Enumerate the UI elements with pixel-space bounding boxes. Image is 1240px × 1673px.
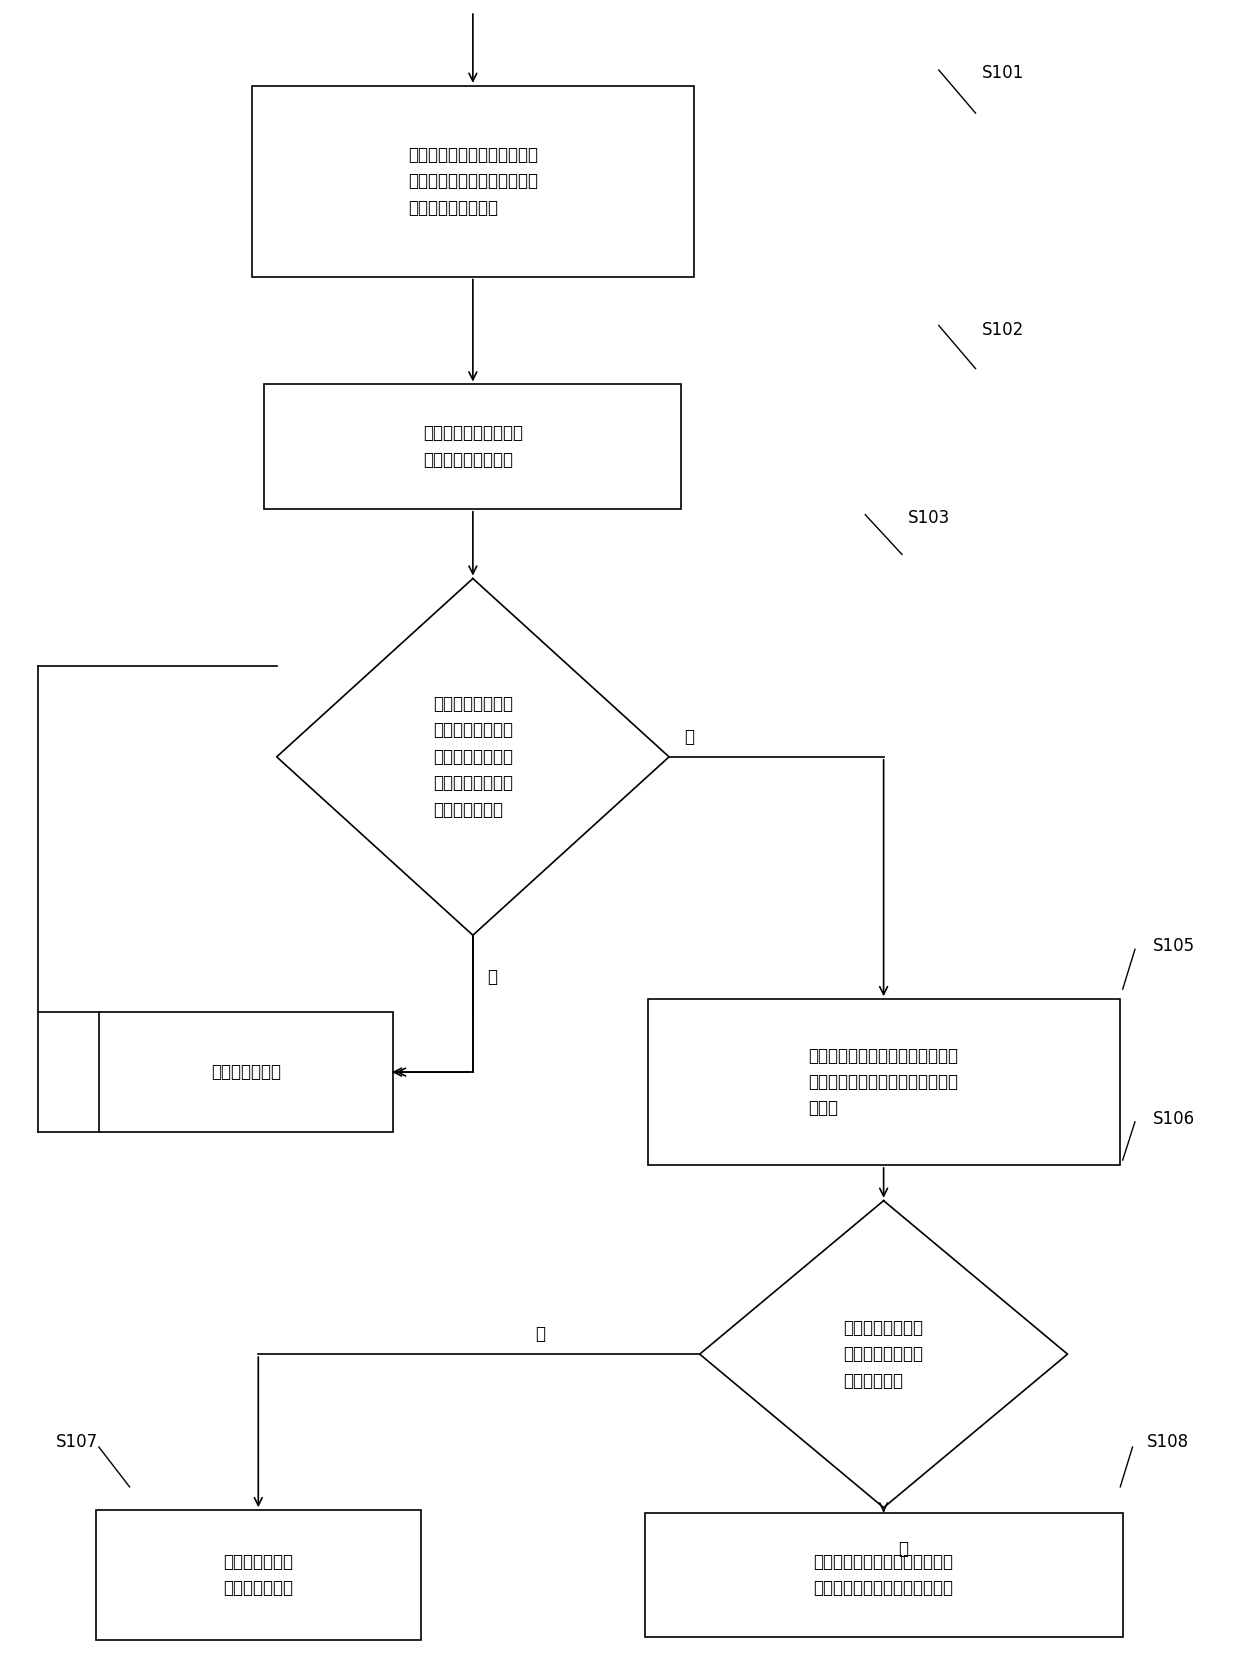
Text: S106: S106 — [1153, 1109, 1195, 1128]
Text: 当前实测直流电流
值小于所述最大允
许负荷电流值: 当前实测直流电流 值小于所述最大允 许负荷电流值 — [843, 1318, 924, 1390]
Bar — [645, 1512, 1122, 1636]
Bar — [252, 85, 693, 276]
Text: S107: S107 — [56, 1434, 98, 1450]
Bar — [99, 1012, 393, 1133]
Text: S101: S101 — [982, 64, 1024, 82]
Text: 增加输送直流功率，或将无功控
制方式自动转换为手动控制模式: 增加输送直流功率，或将无功控 制方式自动转换为手动控制模式 — [813, 1553, 954, 1598]
Text: 是: 是 — [536, 1325, 546, 1343]
Text: 否: 否 — [898, 1541, 909, 1558]
Text: S108: S108 — [1147, 1434, 1189, 1450]
Bar — [647, 999, 1120, 1164]
Bar — [264, 385, 681, 509]
Text: S103: S103 — [908, 509, 950, 527]
Text: 投入交流滤波器: 投入交流滤波器 — [211, 1062, 281, 1081]
Text: 根据已投入的交流滤波器，计算已
投入的交流滤波器的最大允许负荷
电流值: 根据已投入的交流滤波器，计算已 投入的交流滤波器的最大允许负荷 电流值 — [808, 1047, 959, 1118]
Text: 禁止投入下一个
交流滤波器小组: 禁止投入下一个 交流滤波器小组 — [223, 1553, 294, 1598]
Text: 获取换流站短路容量、交流滤
波器额定容量、以及交流滤波
器投入后动态无功值: 获取换流站短路容量、交流滤 波器额定容量、以及交流滤波 器投入后动态无功值 — [408, 146, 538, 216]
Text: 当前交流母线电压
与交流滤波器投入
后交流母线电压变
化量之和小于交流
母线电压限制值: 当前交流母线电压 与交流滤波器投入 后交流母线电压变 化量之和小于交流 母线电压… — [433, 694, 513, 818]
Text: 是: 是 — [487, 967, 497, 985]
Text: S102: S102 — [982, 321, 1024, 340]
Text: 计算交流滤波器投入后
交流母线电压变化量: 计算交流滤波器投入后 交流母线电压变化量 — [423, 425, 523, 468]
Text: 否: 否 — [683, 728, 693, 746]
Text: S105: S105 — [1153, 937, 1195, 955]
Bar — [95, 1511, 420, 1640]
